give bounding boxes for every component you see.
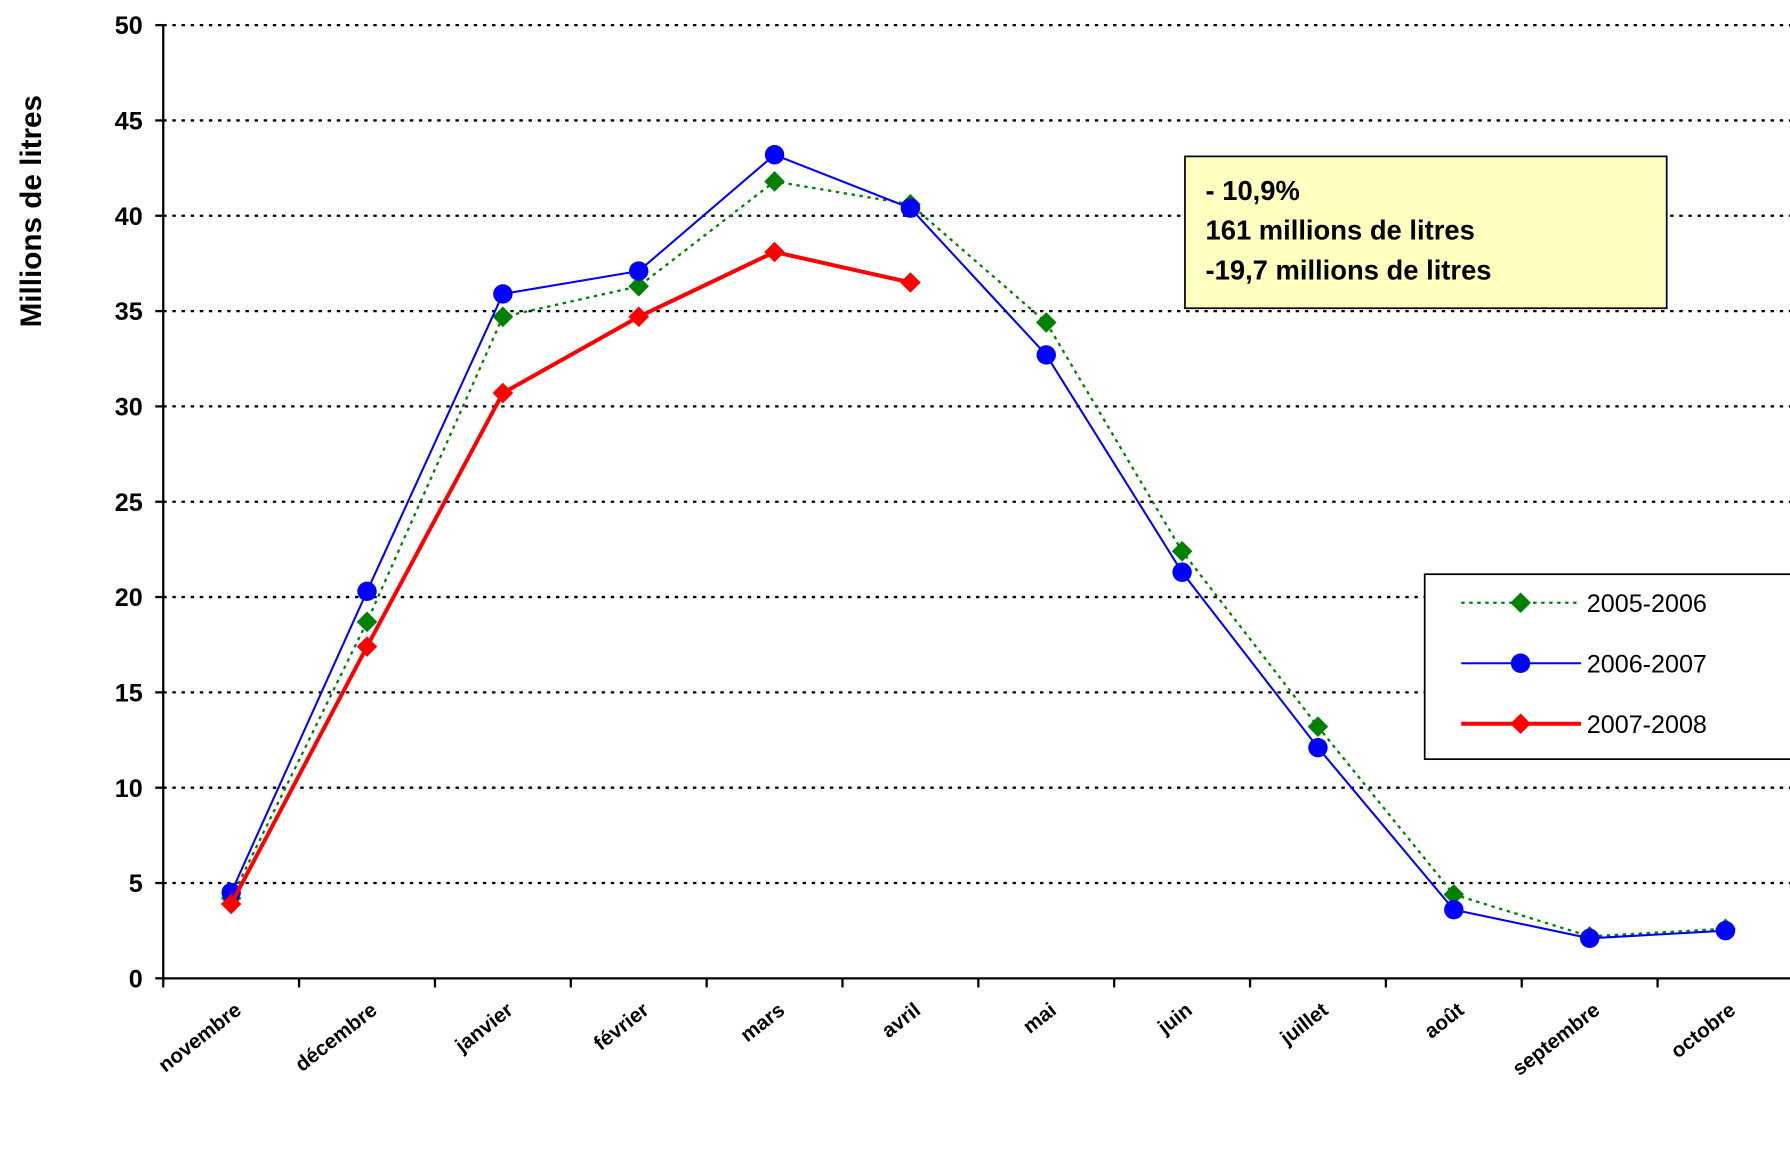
x-tick-label: décembre [291,998,382,1076]
marker [1035,312,1057,333]
marker [1171,541,1193,562]
y-tick-label: 35 [115,298,143,326]
x-tick-label: avril [877,998,924,1042]
x-tick-label: mars [736,998,789,1046]
series-line [230,153,1726,940]
marker [900,272,921,293]
marker [900,198,921,218]
marker [764,241,785,263]
annotation: 161 millions de litres [1206,215,1475,246]
legend-label: 2005-2006 [1587,590,1707,618]
marker [1308,737,1328,758]
marker [1510,653,1531,673]
y-tick-label: 50 [115,12,143,40]
y-tick-label: 0 [129,965,143,993]
x-tick-label: mai [1019,998,1061,1038]
legend-label: 2007-2008 [1587,711,1707,739]
marker [492,306,514,328]
marker [1510,713,1531,735]
x-tick-label: juin [1153,998,1197,1039]
x-tick-label: janvier [450,998,517,1057]
marker [493,284,513,304]
y-tick-label: 25 [115,489,143,517]
marker [1172,562,1192,582]
y-tick-label: 15 [115,680,143,708]
marker [629,261,649,281]
marker [357,581,377,602]
y-tick-label: 5 [129,870,143,898]
annotation: -19,7 millions de litres [1206,255,1492,286]
x-tick-label: novembre [154,998,245,1077]
series-line [230,180,1726,938]
annotation-box [1184,155,1668,310]
x-tick-label: octobre [1666,998,1739,1062]
marker [1036,345,1056,365]
marker [628,306,649,328]
marker [764,145,785,165]
marker [1715,920,1736,941]
y-tick-label: 40 [115,203,143,231]
y-tick-label: 20 [115,584,143,612]
x-tick-label: juillet [1275,998,1332,1050]
y-tick-label: 45 [115,108,143,136]
legend-box [1423,573,1790,761]
marker [356,636,378,657]
x-tick-label: août [1420,998,1468,1043]
y-tick-label: 30 [115,394,143,422]
y-axis-title: Millions de litres [15,95,48,327]
series-line [229,249,911,905]
marker [764,171,785,192]
y-tick-label: 10 [115,775,143,803]
annotation: - 10,9% [1206,175,1300,206]
marker [1444,900,1464,920]
marker [1579,928,1600,949]
legend-label: 2006-2007 [1587,650,1707,678]
marker [1510,592,1531,614]
x-tick-label: septembre [1508,998,1604,1080]
marker [492,382,514,404]
x-tick-label: février [590,998,654,1055]
